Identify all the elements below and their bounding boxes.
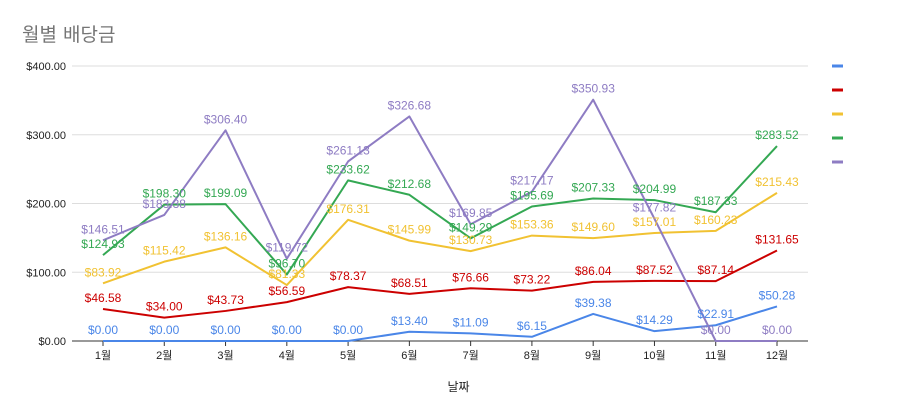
x-axis-title: 날짜 [447, 380, 470, 394]
data-label: $169.85 [449, 206, 493, 220]
data-label: $0.00 [211, 323, 241, 337]
data-label: $0.00 [149, 323, 179, 337]
series-line-5 [102, 98, 777, 342]
x-tick-label: 12월 [766, 349, 788, 362]
x-tick-label: 2월 [156, 349, 172, 362]
data-label: $13.40 [391, 314, 428, 328]
x-tick-label: 9월 [585, 349, 601, 362]
data-label: $96.70 [268, 257, 305, 271]
data-label: $146.51 [81, 222, 125, 236]
data-label: $0.00 [88, 323, 118, 337]
data-label: $204.99 [633, 182, 677, 196]
data-label: $124.93 [81, 237, 125, 251]
data-label: $68.51 [391, 276, 428, 290]
data-label: $145.99 [388, 223, 432, 237]
data-label: $199.09 [204, 186, 248, 200]
data-label: $149.29 [449, 220, 493, 234]
series-line-2 [102, 249, 778, 319]
data-label: $87.14 [697, 263, 734, 277]
data-label: $0.00 [701, 323, 731, 337]
series-line-3 [102, 192, 778, 287]
data-label: $207.33 [571, 180, 615, 194]
data-label: $326.68 [388, 98, 432, 112]
data-label: $350.93 [571, 82, 615, 96]
data-label: $149.60 [571, 220, 615, 234]
y-tick-label: $200.00 [26, 199, 66, 211]
x-tick-label: 11월 [705, 349, 727, 362]
data-label: $43.73 [207, 293, 244, 307]
data-label: $46.58 [85, 291, 122, 305]
series-line-1 [103, 305, 778, 342]
data-label: $261.13 [326, 143, 370, 157]
y-tick-label: $300.00 [26, 130, 66, 142]
data-label: $183.38 [143, 197, 187, 211]
data-label: $81.33 [268, 267, 305, 281]
data-label: $76.66 [452, 270, 489, 284]
data-label: $131.65 [755, 232, 799, 246]
data-label: $157.01 [633, 215, 677, 229]
data-label: $153.36 [510, 218, 554, 232]
data-label: $115.42 [143, 244, 186, 258]
data-label: $86.04 [575, 264, 612, 278]
data-label: $195.69 [510, 188, 554, 202]
data-label: $22.91 [697, 307, 734, 321]
data-label: $177.82 [633, 201, 677, 215]
data-label: $160.23 [694, 213, 738, 227]
x-tick-label: 10월 [643, 349, 665, 362]
data-label: $198.30 [143, 187, 187, 201]
data-label: $50.28 [759, 288, 796, 302]
y-tick-label: $100.00 [26, 267, 66, 279]
x-tick-label: 7월 [463, 349, 479, 362]
y-tick-label: $400.00 [26, 61, 66, 73]
data-label: $87.52 [636, 263, 673, 277]
data-label: $215.43 [755, 175, 799, 189]
chart-title: 월별 배당금 [22, 24, 116, 46]
data-label: $233.62 [326, 162, 370, 176]
data-label: $73.22 [514, 273, 551, 287]
data-label: $0.00 [272, 323, 302, 337]
data-label: $11.09 [453, 315, 489, 329]
data-label: $283.52 [755, 128, 799, 142]
data-label: $212.68 [388, 177, 432, 191]
x-tick-label: 1월 [95, 349, 111, 362]
data-label: $136.16 [204, 229, 248, 243]
data-label: $217.17 [510, 174, 554, 188]
y-tick-label: $0.00 [38, 336, 66, 348]
data-label: $83.92 [85, 265, 122, 279]
series-line-4 [102, 145, 778, 276]
x-tick-label: 4월 [279, 349, 295, 362]
data-label: $78.37 [330, 269, 367, 283]
data-label: $39.38 [575, 296, 612, 310]
data-label: $306.40 [204, 112, 248, 126]
data-label: $56.59 [268, 284, 305, 298]
data-label: $187.33 [694, 194, 738, 208]
x-tick-label: 6월 [401, 349, 417, 362]
data-label: $34.00 [146, 300, 183, 314]
x-tick-label: 5월 [340, 349, 356, 362]
data-label: $119.72 [266, 241, 309, 255]
x-tick-label: 3월 [217, 349, 233, 362]
x-tick-label: 8월 [524, 349, 540, 362]
data-label: $0.00 [762, 323, 792, 337]
data-label: $0.00 [333, 323, 363, 337]
data-label: $14.29 [636, 313, 673, 327]
data-label: $6.15 [517, 319, 547, 333]
data-label: $176.31 [326, 202, 370, 216]
data-label: $130.73 [449, 233, 493, 247]
